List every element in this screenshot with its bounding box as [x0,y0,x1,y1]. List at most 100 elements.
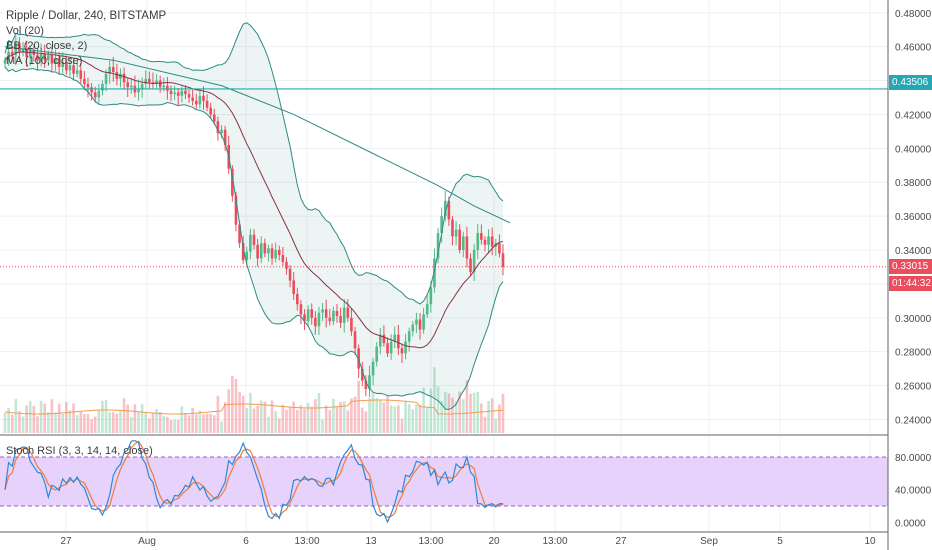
candle-body [202,95,205,101]
volume-bar [194,414,198,433]
candle-body [317,312,321,327]
candle-body [454,229,458,237]
volume-bar [252,408,256,433]
bollinger-band-fill [5,22,503,410]
candle-body [411,324,415,332]
candle-body [180,90,184,96]
volume-bar [10,414,14,433]
volume-bar [151,413,155,433]
bollinger-lower-line [4,66,504,410]
candle-body [472,250,476,273]
candle-body [368,375,371,389]
volume-bar [205,413,209,433]
stoch-rsi-lines [0,440,888,524]
price-axis-label: 0.40000 [895,144,932,155]
volume-bar [43,403,46,433]
candle-body [440,216,443,234]
candle-body [245,251,249,261]
volume-bar [115,413,119,433]
candle-body [252,234,256,245]
candle-body [400,348,404,354]
volume-bar [494,418,498,433]
time-axis-label: 27 [615,536,627,547]
candle-body [285,261,288,269]
volume-bar [339,401,342,433]
volume-bar [213,415,216,433]
indicator-lines [0,22,888,415]
volume-bar [148,418,151,433]
volume-bar [162,416,166,433]
candle-body [314,317,317,327]
candle-body [115,72,119,79]
candle-body [303,314,306,322]
candle-body [433,258,436,288]
volume-bar [79,411,83,433]
candle-body [328,317,332,322]
time-axis-label: 5 [777,536,783,547]
volume-bar [400,418,404,433]
candle-body [57,58,61,67]
time-axis-label: 13:00 [542,536,567,547]
volume-bar [360,407,364,433]
volume-bars [3,367,505,433]
volume-bar [61,414,65,433]
legend-stoch-rsi[interactable]: Stoch RSI (3, 3, 14, 14, close) [6,445,153,457]
volume-bar [407,404,411,433]
candle-body [429,287,433,305]
price-axis-label: 0.30000 [895,314,932,325]
bollinger-basis-line [4,51,504,349]
volume-bar [386,396,389,433]
candle-body [137,89,140,93]
candle-body [155,80,158,84]
volume-bar [234,378,238,433]
candle-body [28,50,32,57]
candle-body [162,85,166,88]
volume-bar [422,387,425,433]
volume-bar [158,412,162,433]
candle-body [281,255,285,262]
candle-body [75,70,79,74]
volume-bar [36,416,39,433]
candle-body [249,234,252,252]
volume-bar [47,412,50,433]
legend-moving-average[interactable]: MA (100, close) [6,55,83,67]
price-candles [3,36,505,398]
volume-bar [274,411,277,433]
candle-body [119,73,122,79]
volume-bar [137,412,140,433]
volume-bar [187,415,191,433]
symbol-title[interactable]: Ripple / Dollar, 240, BITSTAMP [6,10,167,22]
horizontal-line-price-tag[interactable]: 0.43506 [889,75,932,90]
candle-body [397,334,400,349]
volume-bar [25,405,28,433]
volume-bar [501,393,505,433]
bar-countdown-tag: 01:44:32 [889,276,932,291]
candle-body [415,319,418,325]
candle-body [310,309,314,318]
candle-body [86,83,90,88]
candle-body [10,51,14,56]
candle-body [83,78,86,84]
candle-body [36,55,39,61]
legend-bollinger-bands[interactable]: BB (20, close, 2) [6,40,88,52]
candle-body [483,239,487,245]
volume-bar [498,404,501,433]
candle-body [447,200,451,220]
time-axis-label: Sep [700,536,718,547]
current-price-tag: 0.33015 [889,259,932,274]
candle-body [18,43,21,52]
candle-body [418,319,422,330]
candle-body [158,80,162,88]
volume-bar [314,399,317,433]
volume-bar [227,389,231,433]
candle-body [187,94,191,98]
volume-bar [296,409,299,433]
candle-body [205,100,209,108]
bollinger-band-area [5,22,503,410]
candle-body [79,70,83,79]
volume-bar [447,393,451,433]
candle-body [54,58,57,64]
legend-volume[interactable]: Vol (20) [6,25,44,37]
volume-bar [288,407,292,433]
